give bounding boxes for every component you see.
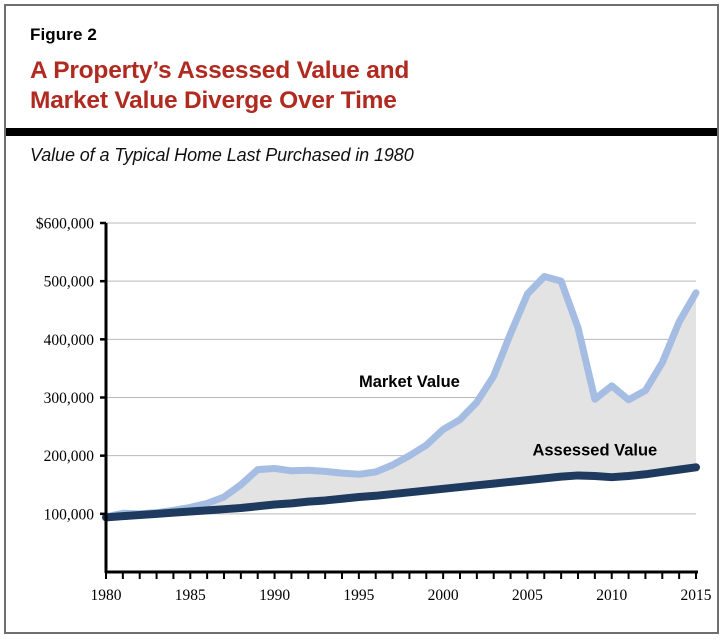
- x-axis-tick-label: 1990: [259, 587, 290, 604]
- market-value-area-fill: [106, 276, 696, 518]
- series-inline-labels: Market Value Assessed Value: [359, 373, 657, 460]
- figure-subtitle: Value of a Typical Home Last Purchased i…: [30, 145, 414, 165]
- y-axis-tick-label: 500,000: [44, 274, 95, 291]
- header-divider-rule: [6, 128, 717, 136]
- x-axis-tick-label: 2010: [596, 587, 627, 604]
- chart-series-lines: [102, 273, 700, 522]
- x-axis-tick-label: 2015: [681, 587, 712, 604]
- x-axis-tick-label: 2000: [428, 587, 459, 604]
- x-axis-tick-label: 1985: [175, 587, 206, 604]
- x-axis-tick-label: 2005: [512, 587, 543, 604]
- assessed-value-line: [102, 463, 700, 522]
- x-axis-tick-label: 1980: [91, 587, 122, 604]
- y-axis-tick-label: $600,000: [36, 216, 94, 233]
- y-axis-tick-label: 200,000: [44, 448, 95, 465]
- figure-card: Figure 2 A Property’s Assessed Value and…: [4, 4, 719, 634]
- figure-title-line-2: Market Value Diverge Over Time: [30, 87, 397, 114]
- divergence-shaded-region: [106, 276, 696, 518]
- y-axis-tick-label: 100,000: [44, 506, 95, 523]
- chart-axes: [100, 221, 698, 579]
- figure-number-label: Figure 2: [30, 25, 97, 44]
- y-axis-tick-label: 300,000: [44, 390, 95, 407]
- figure-title-line-1: A Property’s Assessed Value and: [30, 57, 410, 84]
- series-inline-label: Assessed Value: [532, 442, 657, 460]
- y-axis-tick-label: 400,000: [44, 332, 95, 349]
- x-axis-tick-labels: 1980 1985 1990 1995 2000 2005 2010 2015: [91, 587, 712, 604]
- x-axis-tick-label: 1995: [343, 587, 374, 604]
- series-inline-label: Market Value: [359, 373, 460, 391]
- figure-header: Figure 2 A Property’s Assessed Value and…: [6, 6, 717, 128]
- figure-title: A Property’s Assessed Value and Market V…: [30, 56, 690, 116]
- line-chart: $600,000 500,000 400,000 300,000 200,000 100,…: [36, 216, 712, 605]
- market-value-line: [102, 273, 700, 521]
- chart-plot-area: $600,000 500,000 400,000 300,000 200,000 100,…: [6, 181, 717, 632]
- y-axis-tick-labels: $600,000 500,000 400,000 300,000 200,000 100,…: [36, 216, 94, 524]
